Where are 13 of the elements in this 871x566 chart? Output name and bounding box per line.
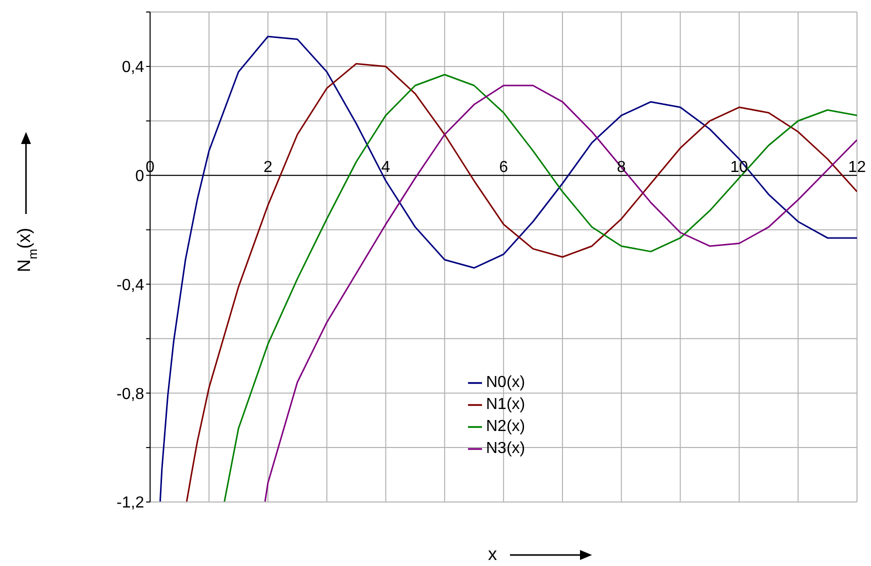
legend-label: N1(x) <box>486 396 526 413</box>
y-tick-label: 0,4 <box>122 59 144 76</box>
x-axis-title: x <box>488 544 497 565</box>
y-tick-label: -0,8 <box>116 386 144 403</box>
x-tick-label: 6 <box>499 159 508 176</box>
legend-label: N2(x) <box>486 418 526 435</box>
legend-label: N0(x) <box>486 374 526 391</box>
x-tick-label: 2 <box>263 159 272 176</box>
y-tick-label: -1,2 <box>116 494 144 512</box>
y-tick-label: -0,4 <box>116 276 144 294</box>
x-tick-label: 4 <box>381 159 390 176</box>
x-tick-label: 12 <box>848 159 866 176</box>
legend-label: N3(x) <box>486 440 526 457</box>
